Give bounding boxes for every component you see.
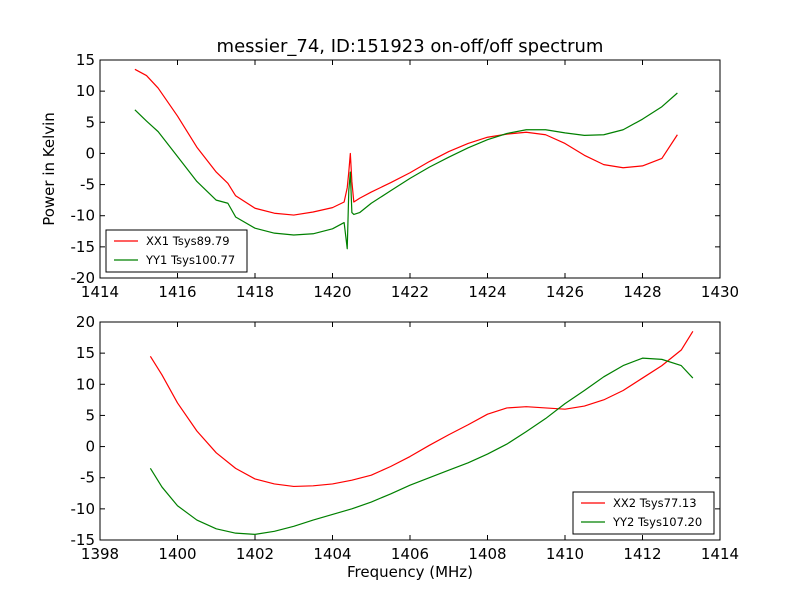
x-tick-label: 1416 (158, 283, 196, 301)
x-tick-label: 1426 (546, 283, 584, 301)
y-axis-label: Power in Kelvin (40, 112, 58, 226)
y-tick-label: -15 (71, 531, 96, 549)
y-tick-label: 10 (76, 82, 95, 100)
y-tick-label: 5 (85, 406, 95, 424)
top-plot: 1414 1416 1418 1420 1422 1424 1426 1428 1430 -20 -… (71, 51, 740, 301)
x-tick-label: 1404 (313, 545, 351, 563)
x-tick-label: 1424 (468, 283, 506, 301)
y-tick-label: 15 (76, 344, 95, 362)
x-axis-label: Frequency (MHz) (347, 563, 473, 581)
y-tick-label: 0 (85, 144, 95, 162)
y-tick-label: -5 (80, 176, 95, 194)
x-tick-label: 1420 (313, 283, 351, 301)
y-tick-label: -10 (71, 500, 96, 518)
x-tick-label: 1402 (236, 545, 274, 563)
legend-label: XX2 Tsys77.13 (613, 496, 697, 510)
y-tick-label: 5 (85, 113, 95, 131)
y-tick-label: -20 (71, 269, 96, 287)
y-tick-label: -5 (80, 469, 95, 487)
x-tick-label: 1400 (158, 545, 196, 563)
x-tick-label: 1406 (391, 545, 429, 563)
x-tick-label: 1414 (701, 545, 739, 563)
x-tick-label: 1430 (701, 283, 739, 301)
bottom-plot: 1398 1400 1402 1404 1406 1408 1410 1412 1414 -15 -… (71, 313, 740, 563)
x-tick-label: 1418 (236, 283, 274, 301)
series-line-2-1 (149, 331, 694, 488)
series-line-2-2 (149, 357, 694, 535)
x-tick-label: 1412 (623, 545, 661, 563)
x-tick-label: 1428 (623, 283, 661, 301)
series-line-1-1 (134, 68, 678, 216)
legend-label: YY1 Tsys100.77 (145, 253, 235, 267)
x-tick-label: 1408 (468, 545, 506, 563)
y-tick-label: -15 (71, 238, 96, 256)
y-tick-label: -10 (71, 207, 96, 225)
legend-label: XX1 Tsys89.79 (146, 234, 230, 248)
legend: XX1 Tsys89.79 YY1 Tsys100.77 (105, 229, 248, 273)
x-tick-label: 1410 (546, 545, 584, 563)
series-line-1-2 (134, 92, 678, 250)
legend: XX2 Tsys77.13 YY2 Tsys107.20 (572, 491, 715, 535)
y-tick-label: 10 (76, 375, 95, 393)
chart-title: messier_74, ID:151923 on-off/off spectru… (217, 36, 604, 57)
legend-box (105, 229, 248, 273)
x-tick-label: 1414 (81, 283, 119, 301)
legend-label: YY2 Tsys107.20 (612, 515, 702, 529)
x-tick-label: 1422 (391, 283, 429, 301)
legend-box (572, 491, 715, 535)
y-tick-label: 20 (76, 313, 95, 331)
x-tick-label: 1398 (81, 545, 119, 563)
y-tick-label: 0 (85, 438, 95, 456)
y-tick-label: 15 (76, 51, 95, 69)
